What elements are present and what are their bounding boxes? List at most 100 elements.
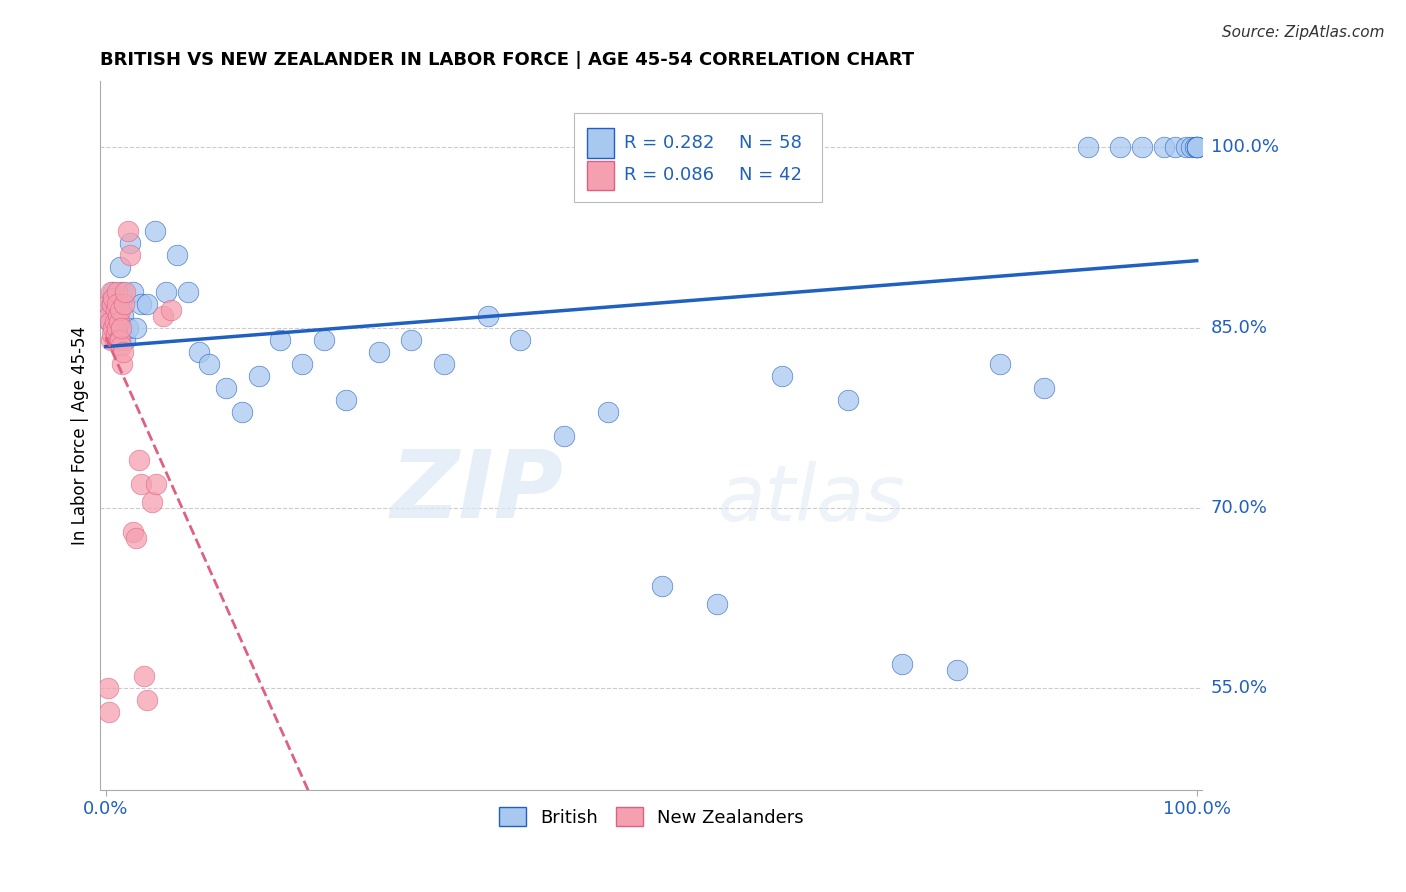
Point: [198, 357, 221, 371]
Point: [247, 368, 270, 383]
Point: [105, 296, 128, 310]
Point: [136, 693, 159, 707]
Point: [122, 524, 145, 539]
Point: [114, 285, 136, 299]
Point: [770, 368, 793, 383]
Point: [1185, 140, 1208, 154]
Legend: British, New Zealanders: British, New Zealanders: [491, 800, 811, 834]
Text: Source: ZipAtlas.com: Source: ZipAtlas.com: [1222, 25, 1385, 40]
Point: [129, 476, 152, 491]
Point: [553, 428, 575, 442]
Point: [1185, 140, 1208, 154]
Point: [136, 296, 159, 310]
Point: [103, 314, 125, 328]
Point: [477, 309, 499, 323]
Text: ZIP: ZIP: [391, 446, 564, 538]
Point: [231, 404, 253, 418]
Point: [110, 338, 132, 352]
Point: [111, 285, 134, 299]
Text: 100.0%: 100.0%: [1211, 138, 1278, 156]
Point: [1109, 140, 1132, 154]
Point: [107, 309, 129, 323]
Point: [103, 285, 125, 299]
Point: [98, 705, 121, 719]
FancyBboxPatch shape: [588, 128, 614, 158]
Point: [112, 296, 135, 310]
Point: [105, 320, 128, 334]
Point: [97, 296, 120, 310]
Text: 55.0%: 55.0%: [1211, 679, 1268, 697]
Point: [97, 681, 120, 695]
Point: [1185, 140, 1208, 154]
Point: [98, 309, 121, 323]
Point: [103, 309, 125, 323]
Point: [1184, 140, 1206, 154]
Point: [125, 320, 148, 334]
Point: [125, 531, 148, 545]
Point: [122, 285, 145, 299]
Point: [1033, 381, 1056, 395]
Point: [128, 452, 150, 467]
Point: [433, 357, 456, 371]
Point: [335, 392, 357, 407]
Point: [107, 333, 129, 347]
Point: [101, 326, 124, 341]
Point: [509, 333, 531, 347]
Point: [1130, 140, 1153, 154]
Point: [98, 314, 121, 328]
Point: [141, 494, 163, 508]
Point: [1185, 140, 1208, 154]
Point: [988, 357, 1011, 371]
Point: [108, 333, 131, 347]
Point: [187, 344, 209, 359]
Point: [105, 310, 128, 325]
Point: [101, 296, 124, 310]
Text: R = 0.282: R = 0.282: [624, 134, 714, 152]
Point: [176, 285, 198, 299]
Point: [101, 291, 124, 305]
Point: [166, 248, 188, 262]
Point: [98, 314, 121, 328]
Point: [112, 344, 135, 359]
Y-axis label: In Labor Force | Age 45-54: In Labor Force | Age 45-54: [72, 326, 89, 545]
Text: N = 42: N = 42: [740, 167, 803, 185]
Point: [651, 579, 673, 593]
Point: [160, 302, 183, 317]
Point: [104, 326, 127, 341]
Point: [108, 302, 131, 317]
Point: [367, 344, 389, 359]
Point: [291, 357, 314, 371]
Point: [108, 333, 131, 347]
Point: [1174, 140, 1197, 154]
Point: [108, 296, 131, 310]
Point: [118, 248, 141, 262]
Point: [155, 285, 177, 299]
Point: [945, 663, 967, 677]
Point: [837, 392, 859, 407]
Point: [1180, 140, 1202, 154]
Point: [312, 333, 335, 347]
Point: [269, 333, 291, 347]
Point: [98, 302, 121, 317]
Point: [100, 333, 122, 347]
Point: [103, 291, 125, 305]
Point: [100, 296, 122, 310]
Point: [105, 285, 128, 299]
Point: [1164, 140, 1187, 154]
Text: N = 58: N = 58: [740, 134, 803, 152]
Point: [114, 333, 136, 347]
Point: [596, 404, 619, 418]
Point: [117, 320, 139, 334]
Point: [104, 302, 127, 317]
Point: [1153, 140, 1175, 154]
Text: R = 0.086: R = 0.086: [624, 167, 714, 185]
Text: BRITISH VS NEW ZEALANDER IN LABOR FORCE | AGE 45-54 CORRELATION CHART: BRITISH VS NEW ZEALANDER IN LABOR FORCE …: [100, 51, 914, 69]
Point: [118, 236, 141, 251]
Text: atlas: atlas: [717, 461, 905, 537]
Point: [215, 381, 238, 395]
Point: [108, 314, 131, 328]
Text: 70.0%: 70.0%: [1211, 499, 1267, 516]
Point: [111, 357, 134, 371]
Point: [132, 669, 155, 683]
Point: [891, 657, 914, 671]
